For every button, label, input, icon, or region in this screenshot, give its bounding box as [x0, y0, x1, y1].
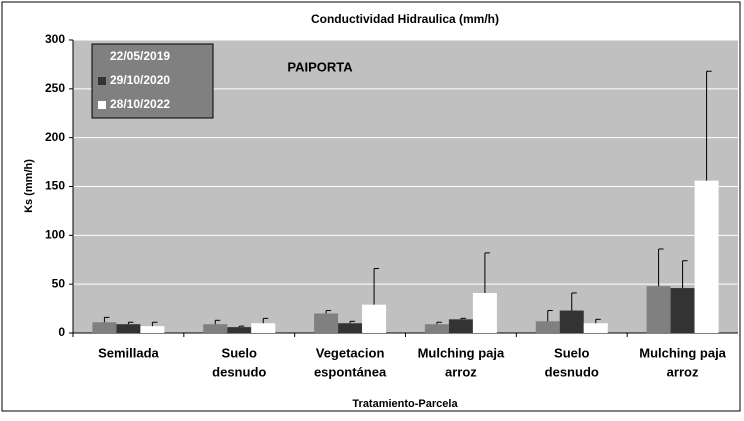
bar [227, 327, 252, 333]
x-tick-label: espontánea [314, 364, 387, 379]
x-tick-label: Mulching paja [639, 345, 726, 360]
x-tick-label: desnudo [545, 364, 599, 379]
bar [670, 288, 695, 333]
bar [535, 321, 560, 333]
bar [203, 324, 228, 333]
bar [92, 322, 117, 333]
x-tick-label: desnudo [212, 364, 266, 379]
bar [140, 326, 165, 333]
x-axis-label: Tratamiento-Parcela [352, 398, 458, 410]
y-tick-label: 50 [52, 276, 66, 290]
bar [338, 323, 363, 333]
y-axis-label: Ks (mm/h) [23, 159, 35, 213]
bar [646, 286, 671, 333]
bar [314, 313, 339, 333]
legend-box [91, 43, 214, 119]
y-tick-label: 150 [45, 179, 65, 193]
x-tick-label: Mulching paja [418, 345, 505, 360]
bar [559, 310, 584, 333]
legend-swatch [98, 53, 106, 61]
x-tick-label: Suelo [222, 345, 257, 360]
bar [448, 319, 473, 333]
x-tick-label: arroz [667, 364, 699, 379]
legend-label: 29/10/2020 [110, 73, 170, 87]
legend-swatch [98, 101, 106, 109]
legend-label: 28/10/2022 [110, 97, 170, 111]
bar [424, 324, 449, 333]
bar [362, 304, 387, 333]
bar [472, 292, 497, 333]
legend-label: 22/05/2019 [110, 49, 170, 63]
y-tick-label: 0 [58, 325, 65, 339]
x-tick-label: Suelo [554, 345, 589, 360]
y-tick-label: 100 [45, 228, 65, 242]
y-tick-label: 250 [45, 81, 65, 95]
x-tick-label: arroz [445, 364, 477, 379]
bar [694, 180, 719, 333]
annotation: PAIPORTA [287, 59, 353, 74]
bar [583, 323, 608, 333]
legend-swatch [98, 77, 106, 85]
bar [251, 323, 276, 333]
y-tick-label: 300 [45, 32, 65, 46]
chart-title: Conductividad Hidraulica (mm/h) [311, 12, 499, 26]
bar [116, 324, 141, 333]
x-tick-label: Vegetacion [316, 345, 385, 360]
y-tick-label: 200 [45, 130, 65, 144]
x-tick-label: Semillada [98, 345, 159, 360]
